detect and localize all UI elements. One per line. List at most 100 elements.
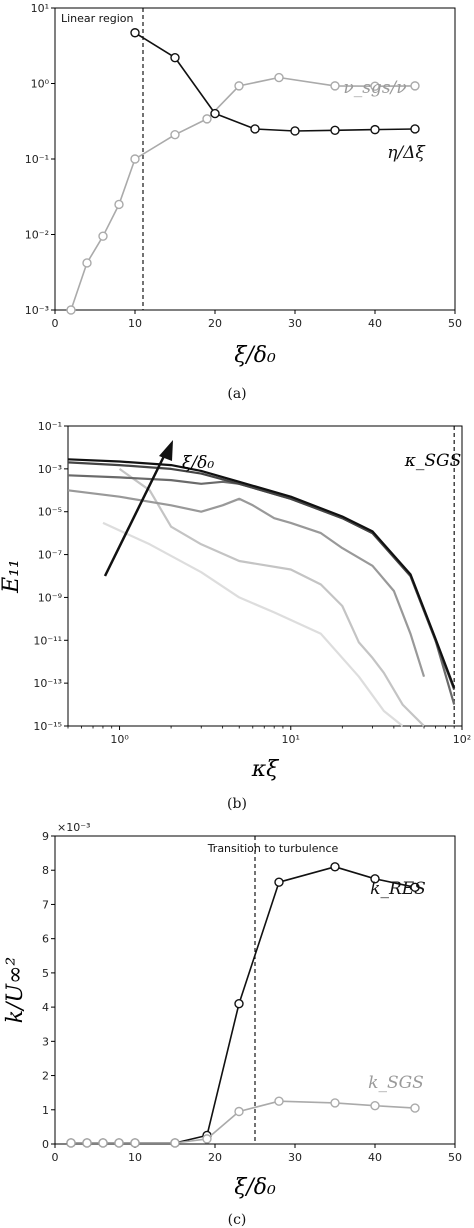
data-point [250, 124, 260, 134]
data-point [210, 108, 220, 119]
y-tick-label: 10⁰ [31, 78, 50, 91]
data-point [410, 1103, 420, 1113]
x-axis-label-b: κξ [251, 757, 280, 782]
series-line-5 [67, 461, 456, 690]
data-point [410, 882, 420, 893]
y-tick-label: 10⁻⁵ [38, 506, 62, 519]
y-tick-label: 9 [42, 830, 49, 843]
data-point [234, 1106, 244, 1117]
x-axis-label-c: ξ/δ₀ [234, 1175, 276, 1200]
y-tick-label: 2 [42, 1070, 49, 1083]
y-tick-label: 10¹ [31, 2, 49, 15]
data-point [170, 52, 180, 63]
x-tick-label: 10⁰ [110, 733, 129, 746]
data-point [170, 129, 180, 140]
series-label-ksgs: k_SGS [368, 1073, 424, 1093]
vline-label-a: Linear region [61, 12, 134, 25]
series-label-kres: k_RES [370, 879, 426, 899]
y-tick-label: 1 [42, 1104, 49, 1117]
x-tick-label: 10 [128, 317, 142, 330]
y-tick-label: 10⁻¹³ [33, 677, 62, 690]
data-point [410, 124, 420, 134]
arrow-label: ξ/δ₀ [182, 453, 214, 473]
y-tick-label: 0 [42, 1138, 49, 1151]
y-tick-label: 10⁻³ [38, 463, 62, 476]
data-point [370, 874, 380, 884]
x-tick-label: 10 [128, 1151, 142, 1164]
x-tick-label: 40 [368, 317, 382, 330]
panel-label-a: (a) [227, 386, 246, 402]
y-tick-label: 3 [42, 1035, 49, 1048]
data-point [98, 1138, 108, 1148]
x-tick-label: 20 [208, 1151, 222, 1164]
panel-b-frame [67, 425, 463, 727]
x-tick-label: 30 [288, 1151, 302, 1164]
y-tick-label: 7 [42, 898, 49, 911]
y-axis-label-b: E₁₁ [0, 559, 24, 594]
data-point [202, 1134, 212, 1144]
panel-c: 0 10 20 30 40 50 0 1 2 3 4 5 6 7 8 9 ×10⁻³ Transition t… [3, 821, 462, 1228]
data-point [130, 154, 140, 164]
series-line-6 [67, 458, 456, 689]
x-tick-label: 20 [208, 317, 222, 330]
data-point [274, 1096, 284, 1106]
series-label-nu: ν_sgs/ν [343, 78, 406, 98]
data-point [82, 1138, 92, 1148]
data-point [330, 1098, 340, 1108]
data-point [410, 81, 420, 91]
series-line-2 [71, 1100, 416, 1144]
y-tick-label: 8 [42, 864, 49, 877]
panel-b: 10⁰ 10¹ 10² 10⁻¹⁵ 10⁻¹³ 10⁻¹¹ 10⁻⁹ 10⁻⁷ 10⁻⁵ 10⁻³… [0, 420, 471, 812]
series-line-1 [102, 521, 404, 727]
y-tick-label: 10⁻¹ [38, 420, 62, 433]
data-point [82, 258, 92, 268]
y-tick-label: 10⁻⁷ [38, 549, 62, 562]
data-point [370, 124, 380, 135]
data-point [370, 1100, 380, 1111]
y-tick-label: 4 [42, 1001, 49, 1014]
data-point [66, 305, 76, 315]
x-tick-label: 0 [52, 317, 59, 330]
x-tick-label: 10² [453, 733, 471, 746]
data-point [114, 1138, 124, 1148]
x-tick-label: 10¹ [282, 733, 300, 746]
x-axis-label-a: ξ/δ₀ [234, 343, 276, 368]
y-tick-label: 10⁻¹ [25, 153, 49, 166]
series-line-2 [134, 32, 416, 132]
vline-label-c: Transition to turbulence [207, 842, 339, 855]
data-point [234, 81, 244, 91]
series-line-1 [70, 76, 416, 311]
y-tick-label: 10⁻² [25, 229, 49, 242]
data-point [370, 81, 380, 91]
y-multiplier: ×10⁻³ [57, 821, 90, 834]
y-tick-label: 10⁻¹⁵ [33, 720, 62, 733]
panel-label-b: (b) [227, 796, 247, 812]
x-tick-label: 50 [448, 317, 462, 330]
data-point [290, 126, 300, 136]
data-point [170, 1138, 180, 1148]
series-label-eta: η/Δξ [387, 143, 426, 163]
data-point [202, 114, 212, 124]
data-point [274, 877, 284, 887]
y-tick-label: 10⁻¹¹ [33, 634, 62, 647]
data-point [130, 28, 140, 38]
y-tick-label: 6 [42, 933, 49, 946]
data-point [330, 862, 340, 872]
y-tick-label: 10⁻³ [25, 304, 49, 317]
data-point [66, 1138, 76, 1148]
x-tick-label: 30 [288, 317, 302, 330]
y-tick-label: 10⁻⁹ [38, 591, 62, 604]
direction-arrow [103, 440, 173, 577]
data-point [130, 1138, 140, 1148]
data-point [274, 72, 284, 83]
data-point [234, 998, 244, 1009]
panel-a: 0 10 20 30 40 50 10⁻³ 10⁻² 10⁻¹ 10⁰ 10¹ Linear reg… [25, 2, 462, 402]
x-tick-label: 0 [52, 1151, 59, 1164]
data-point [330, 81, 340, 91]
panel-label-c: (c) [228, 1212, 247, 1228]
vline-label-b: κ_SGS [404, 451, 462, 471]
data-point [330, 125, 340, 135]
y-axis-label-c: k/U∞² [3, 957, 28, 1023]
data-point [114, 199, 124, 210]
